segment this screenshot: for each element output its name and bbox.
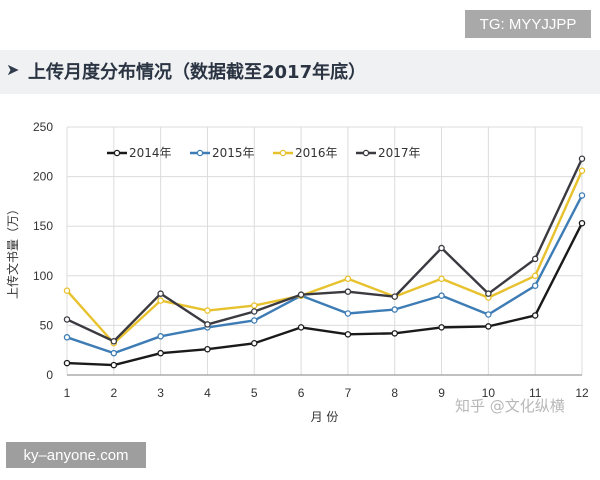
y-tick-label: 150 [33, 219, 53, 233]
legend-label: 2014年 [129, 146, 172, 160]
data-point [485, 311, 492, 318]
data-point [110, 338, 118, 345]
data-point [157, 290, 164, 297]
x-tick-label: 2 [110, 386, 117, 400]
x-tick-label: 5 [251, 386, 258, 400]
data-point [110, 361, 118, 369]
data-point [110, 349, 118, 357]
data-point [157, 333, 164, 340]
data-point [344, 331, 352, 338]
data-point [63, 287, 71, 294]
data-point [531, 272, 539, 280]
x-tick-label: 4 [204, 386, 211, 400]
data-point [438, 324, 445, 331]
y-tick-label: 0 [46, 368, 53, 382]
data-point [251, 340, 258, 347]
data-point [531, 282, 539, 289]
data-point [578, 219, 586, 227]
legend-label: 2015年 [212, 146, 255, 160]
y-tick-label: 250 [33, 120, 53, 134]
data-point [438, 275, 445, 283]
legend-label: 2016年 [295, 146, 338, 160]
x-tick-label: 7 [345, 386, 352, 400]
data-point [391, 293, 398, 300]
legend-marker [362, 149, 370, 157]
data-point [531, 312, 539, 319]
top-bar: TG: MYYJJPP [0, 0, 600, 50]
data-point [344, 275, 352, 283]
data-point [485, 290, 492, 297]
legend-marker [196, 149, 204, 157]
x-tick-label: 11 [529, 386, 542, 400]
legend-label: 2017年 [378, 146, 421, 160]
data-point [63, 334, 71, 341]
data-point [391, 306, 398, 313]
series-line-2014年 [66, 222, 584, 367]
x-tick-label: 10 [482, 386, 496, 400]
data-point [63, 316, 71, 323]
data-point [251, 302, 258, 309]
data-point [531, 255, 539, 263]
x-tick-label: 6 [298, 386, 305, 400]
data-point [204, 321, 211, 328]
y-tick-label: 200 [33, 170, 53, 184]
data-point [204, 345, 211, 353]
data-point [204, 307, 211, 314]
data-point [578, 155, 586, 162]
legend-marker [113, 149, 121, 157]
footer-badge: ky–anyone.com [6, 442, 146, 468]
y-tick-label: 100 [33, 269, 53, 283]
x-tick-label: 1 [64, 386, 71, 400]
data-point [578, 192, 586, 199]
data-point [485, 323, 492, 330]
data-point [251, 317, 258, 324]
page-title: 上传月度分布情况（数据截至2017年底） [28, 62, 367, 83]
title-band [0, 50, 600, 94]
series-line-2016年 [66, 170, 584, 345]
legend-marker [279, 149, 287, 157]
data-point [438, 292, 445, 299]
x-tick-label: 12 [575, 386, 589, 400]
data-point [344, 288, 352, 295]
tg-badge: TG: MYYJJPP [465, 10, 591, 38]
series-line-2015年 [66, 194, 584, 355]
data-point [344, 310, 352, 317]
y-tick-label: 50 [40, 318, 54, 332]
data-point [438, 244, 445, 252]
data-point [297, 291, 305, 298]
data-point [297, 324, 305, 331]
data-point [578, 167, 586, 174]
watermark: 知乎 @文化纵横 [455, 397, 565, 415]
data-point [251, 308, 258, 315]
y-axis-label: 上传文书量（万） [5, 203, 20, 299]
x-tick-label: 8 [391, 386, 398, 400]
x-tick-label: 3 [157, 386, 164, 400]
chart-area: 0 50 100 150 200 250 1 2 3 4 5 6 7 8 9 10 11 12 月 份上传文书量（万… [0, 100, 600, 435]
data-point [391, 330, 398, 337]
x-tick-label: 9 [438, 386, 445, 400]
data-point [157, 349, 164, 357]
data-point [63, 359, 71, 367]
data-point [157, 297, 164, 304]
x-axis-label: 月 份 [311, 410, 339, 424]
series-line-2017年 [66, 158, 584, 343]
arrow-icon: ➤ [6, 60, 20, 79]
